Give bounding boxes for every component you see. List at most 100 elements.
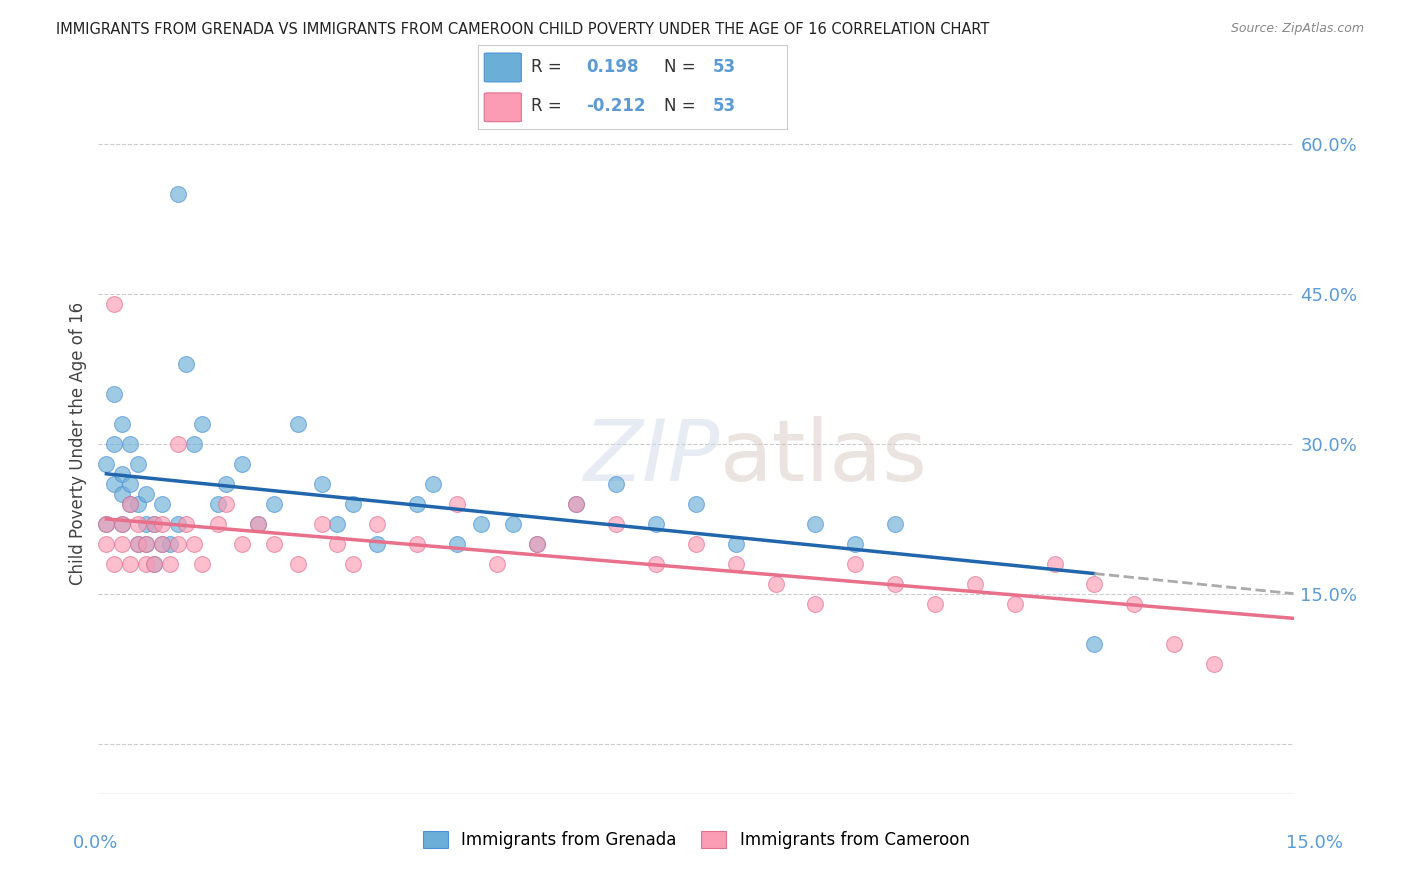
Point [924, 597, 946, 611]
Point [215, 476, 238, 491]
Point [159, 537, 181, 551]
Text: Source: ZipAtlas.com: Source: ZipAtlas.com [1230, 22, 1364, 36]
Point [765, 577, 787, 591]
Point [1163, 637, 1185, 651]
Point [342, 497, 364, 511]
Point [326, 516, 349, 531]
FancyBboxPatch shape [484, 93, 522, 121]
Point [311, 476, 333, 491]
Point [96, 516, 118, 531]
Point [111, 537, 134, 551]
Point [120, 476, 142, 491]
Point [120, 497, 142, 511]
Point [103, 557, 125, 571]
Point [311, 516, 333, 531]
Point [167, 516, 190, 531]
Text: N =: N = [664, 59, 700, 77]
Point [724, 537, 747, 551]
Point [804, 516, 827, 531]
Point [174, 516, 197, 531]
Point [143, 557, 166, 571]
Point [1083, 637, 1105, 651]
Point [127, 516, 149, 531]
Point [231, 457, 253, 471]
Text: ZIP: ZIP [583, 417, 720, 500]
Point [645, 516, 668, 531]
Text: N =: N = [664, 97, 700, 115]
Point [263, 497, 285, 511]
Point [143, 516, 166, 531]
Point [565, 497, 588, 511]
Point [342, 557, 364, 571]
Point [167, 437, 190, 451]
Point [120, 497, 142, 511]
Point [605, 516, 627, 531]
Point [884, 516, 907, 531]
Point [111, 516, 134, 531]
Point [287, 557, 309, 571]
Point [884, 577, 907, 591]
Point [135, 516, 157, 531]
Point [207, 516, 229, 531]
Point [150, 516, 173, 531]
Text: 53: 53 [713, 97, 737, 115]
Point [406, 497, 429, 511]
FancyBboxPatch shape [484, 54, 522, 82]
Point [422, 476, 444, 491]
Point [287, 417, 309, 431]
Point [103, 386, 125, 401]
Point [127, 537, 149, 551]
Point [111, 516, 134, 531]
Point [150, 537, 173, 551]
Point [96, 516, 118, 531]
Point [446, 497, 468, 511]
Point [526, 537, 548, 551]
Point [174, 357, 197, 371]
Point [685, 537, 707, 551]
Point [565, 497, 588, 511]
Point [120, 437, 142, 451]
Point [406, 537, 429, 551]
Point [685, 497, 707, 511]
Point [263, 537, 285, 551]
Text: 0.0%: 0.0% [73, 834, 118, 852]
Point [844, 537, 866, 551]
Point [963, 577, 986, 591]
Point [143, 557, 166, 571]
Point [246, 516, 269, 531]
Point [470, 516, 492, 531]
Point [150, 537, 173, 551]
Text: R =: R = [530, 97, 567, 115]
Point [502, 516, 524, 531]
Point [191, 557, 214, 571]
Y-axis label: Child Poverty Under the Age of 16: Child Poverty Under the Age of 16 [69, 302, 87, 585]
Point [366, 516, 388, 531]
Point [135, 537, 157, 551]
Point [1202, 657, 1225, 671]
Point [246, 516, 269, 531]
Point [724, 557, 747, 571]
Point [167, 186, 190, 201]
Text: 0.198: 0.198 [586, 59, 638, 77]
Point [120, 557, 142, 571]
Point [103, 476, 125, 491]
Point [127, 497, 149, 511]
Point [526, 537, 548, 551]
Point [215, 497, 238, 511]
Text: 15.0%: 15.0% [1286, 834, 1343, 852]
Point [127, 537, 149, 551]
Text: IMMIGRANTS FROM GRENADA VS IMMIGRANTS FROM CAMEROON CHILD POVERTY UNDER THE AGE : IMMIGRANTS FROM GRENADA VS IMMIGRANTS FR… [56, 22, 990, 37]
Point [485, 557, 508, 571]
Point [1083, 577, 1105, 591]
Point [111, 487, 134, 501]
Text: -0.212: -0.212 [586, 97, 645, 115]
Point [96, 457, 118, 471]
Point [135, 557, 157, 571]
Legend: Immigrants from Grenada, Immigrants from Cameroon: Immigrants from Grenada, Immigrants from… [416, 824, 976, 855]
Point [446, 537, 468, 551]
Point [96, 537, 118, 551]
Point [167, 537, 190, 551]
Point [605, 476, 627, 491]
Point [111, 417, 134, 431]
Point [159, 557, 181, 571]
